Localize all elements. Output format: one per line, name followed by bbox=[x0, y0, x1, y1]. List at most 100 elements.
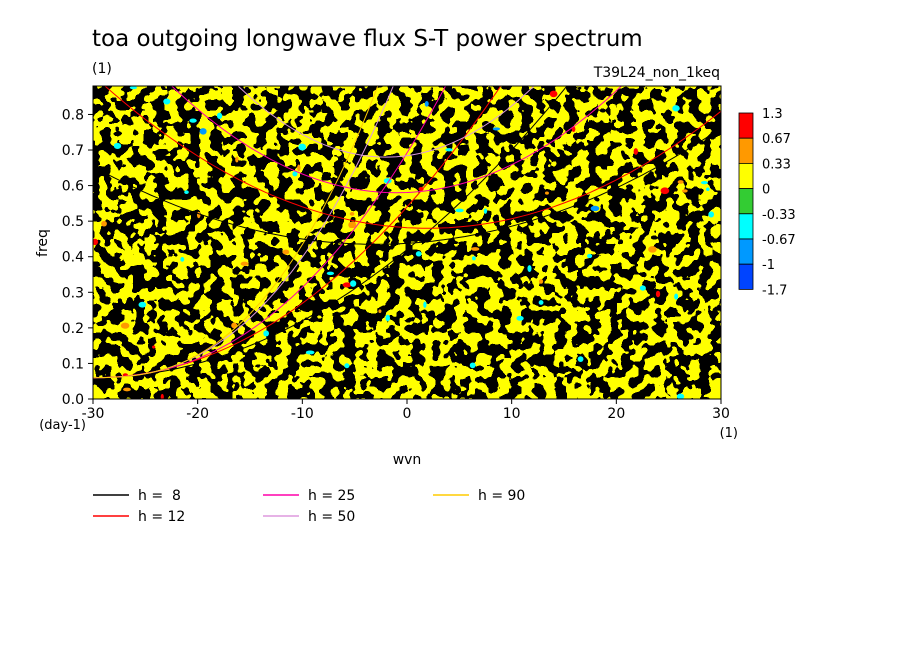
field-speck bbox=[298, 143, 307, 151]
y-tick-label: 0.2 bbox=[62, 321, 84, 337]
field-speck bbox=[587, 253, 593, 259]
colorbar-swatch bbox=[738, 238, 754, 265]
field-speck bbox=[700, 180, 708, 185]
field-speck bbox=[492, 127, 501, 131]
dispersion-curve bbox=[237, 86, 535, 158]
colorbar-label: 0 bbox=[762, 183, 770, 198]
field-speck bbox=[160, 393, 164, 399]
field-speck bbox=[349, 221, 357, 229]
field-speck bbox=[708, 211, 715, 218]
y-axis-label: freq bbox=[35, 229, 51, 257]
field-speck bbox=[527, 265, 532, 273]
colorbar-label: -1 bbox=[762, 258, 775, 273]
legend: h = 8 h = 12 h = 25 h = 50 h = 90 bbox=[93, 488, 525, 525]
field-speck bbox=[350, 280, 357, 287]
field-speck bbox=[113, 142, 122, 149]
field-speck bbox=[196, 211, 201, 219]
colorbar-swatch bbox=[738, 137, 754, 164]
y-tick-label: 0.8 bbox=[62, 107, 84, 123]
dispersion-curve bbox=[93, 86, 394, 379]
legend-label: h = 8 bbox=[138, 488, 181, 504]
dispersion-curve bbox=[170, 86, 623, 194]
y-tick-label: 0.7 bbox=[62, 143, 84, 159]
field-speck bbox=[424, 101, 429, 107]
colorbar-swatch bbox=[738, 213, 754, 240]
dispersion-curve bbox=[104, 86, 721, 229]
field-speck bbox=[129, 86, 137, 90]
x-tick-label: -10 bbox=[291, 406, 314, 422]
run-label: T39L24_non_1keq bbox=[593, 65, 720, 81]
field-speck bbox=[263, 330, 269, 337]
x-axis-label: wvn bbox=[393, 452, 422, 468]
dispersion-curve bbox=[93, 86, 447, 379]
x-axis: -30 -20 -10 0 10 20 30 bbox=[82, 399, 730, 422]
field-speck bbox=[633, 148, 639, 155]
x-tick-label: 20 bbox=[607, 406, 625, 422]
field-speck bbox=[469, 362, 476, 369]
colorbar-label: 1.3 bbox=[762, 107, 783, 122]
dispersion-curves bbox=[93, 86, 721, 379]
field-speck bbox=[677, 180, 684, 184]
legend-label: h = 12 bbox=[138, 509, 185, 525]
colorbar-label: 0.67 bbox=[762, 132, 791, 147]
y-axis: 0.0 0.1 0.2 0.3 0.4 0.5 0.6 0.7 0.8 bbox=[62, 107, 93, 408]
field-speck bbox=[445, 148, 453, 152]
colorbar-label: -0.67 bbox=[762, 233, 796, 248]
field-speck bbox=[152, 345, 156, 349]
field-speck bbox=[292, 171, 298, 177]
x-tick-label: 10 bbox=[503, 406, 521, 422]
field-speck bbox=[472, 256, 476, 261]
field-speck bbox=[655, 290, 661, 298]
dispersion-curve bbox=[93, 86, 502, 379]
field-speck bbox=[93, 238, 99, 246]
legend-label: h = 25 bbox=[308, 488, 355, 504]
field-speck bbox=[681, 189, 688, 193]
dispersion-curve bbox=[93, 127, 721, 245]
x-tick-label: -20 bbox=[186, 406, 209, 422]
field-speck bbox=[676, 393, 685, 399]
x-tick-label: -30 bbox=[82, 406, 105, 422]
field-speck bbox=[305, 350, 315, 355]
field-speck bbox=[184, 190, 189, 194]
field-speck bbox=[189, 118, 197, 123]
field-speck bbox=[660, 187, 670, 195]
field-speck bbox=[470, 247, 480, 251]
field-speck bbox=[163, 98, 171, 105]
field-speck bbox=[415, 251, 422, 257]
x-units: (1) bbox=[720, 426, 738, 441]
y-units: (day-1) bbox=[39, 418, 86, 433]
field-speck bbox=[326, 271, 335, 276]
field-speck bbox=[538, 300, 544, 305]
field-speck bbox=[706, 187, 710, 192]
y-tick-label: 0.4 bbox=[62, 250, 84, 266]
field-specks bbox=[93, 86, 715, 399]
field-speck bbox=[235, 156, 239, 163]
colorbar: 1.3 0.67 0.33 0 -0.33 -0.67 -1 -1.7 bbox=[738, 107, 796, 298]
title-units: (1) bbox=[92, 61, 112, 77]
colorbar-swatch bbox=[738, 263, 754, 290]
field-noise-layer bbox=[93, 86, 721, 399]
field-speck bbox=[344, 363, 350, 369]
colorbar-swatch bbox=[738, 162, 754, 189]
colorbar-label: 0.33 bbox=[762, 157, 791, 172]
colorbar-label: -0.33 bbox=[762, 208, 796, 223]
field-speck bbox=[216, 112, 223, 119]
field-speck bbox=[138, 301, 147, 308]
chart-title: toa outgoing longwave flux S-T power spe… bbox=[92, 26, 643, 52]
field-speck bbox=[455, 208, 464, 213]
field-speck bbox=[123, 387, 131, 392]
colorbar-swatch bbox=[738, 112, 754, 139]
dispersion-curve bbox=[93, 86, 379, 379]
field-speck bbox=[199, 128, 207, 135]
field-speck bbox=[342, 282, 352, 288]
field-speck bbox=[577, 356, 584, 362]
y-tick-label: 0.5 bbox=[62, 214, 84, 230]
field-speck bbox=[349, 211, 355, 216]
field-speck bbox=[483, 208, 488, 214]
plot-area bbox=[93, 86, 721, 399]
field-speck bbox=[648, 246, 657, 253]
field-speck bbox=[282, 249, 290, 255]
field-speck bbox=[378, 309, 382, 313]
field-speck bbox=[180, 257, 185, 262]
